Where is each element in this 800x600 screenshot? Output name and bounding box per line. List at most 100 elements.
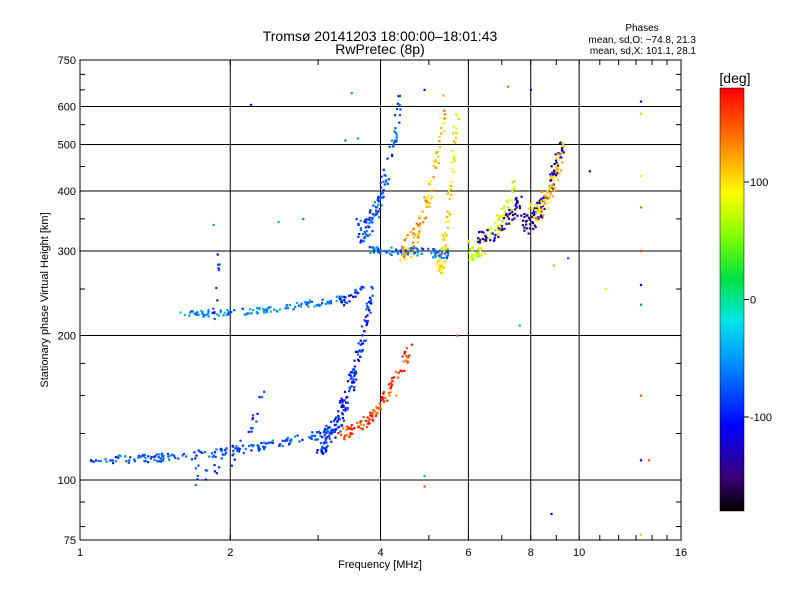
data-point (343, 304, 346, 307)
data-point (340, 433, 343, 436)
data-point (144, 457, 147, 460)
data-point (337, 416, 340, 419)
data-point (343, 299, 346, 302)
data-point (507, 206, 510, 209)
data-point (262, 446, 266, 449)
data-point (379, 408, 382, 411)
data-point (298, 440, 301, 443)
data-point (392, 376, 396, 379)
data-point (353, 426, 356, 430)
data-point (399, 108, 402, 111)
data-point (394, 114, 397, 117)
data-point (308, 299, 311, 302)
data-point (377, 203, 380, 206)
data-point (238, 447, 241, 451)
data-point (322, 431, 325, 434)
data-point (514, 212, 517, 216)
data-point (441, 272, 444, 275)
data-point (293, 435, 296, 438)
data-point (533, 224, 536, 227)
data-point (325, 441, 328, 444)
data-point (362, 286, 365, 289)
data-point (348, 294, 351, 297)
data-point (440, 126, 443, 129)
data-point (388, 394, 391, 397)
data-point (271, 439, 274, 442)
data-point (161, 455, 165, 458)
data-point (388, 145, 391, 148)
data-point (344, 139, 347, 142)
data-point (447, 211, 451, 214)
data-point (233, 458, 236, 461)
data-point (196, 311, 199, 314)
data-point (394, 131, 397, 135)
data-point (224, 451, 228, 454)
data-point (405, 251, 408, 255)
data-point (379, 248, 382, 251)
data-point (512, 185, 516, 188)
data-point (523, 212, 526, 216)
data-point (540, 208, 543, 211)
data-point (555, 156, 558, 159)
data-point (179, 311, 182, 314)
data-point (553, 189, 556, 192)
data-point (365, 321, 369, 324)
data-point (104, 458, 107, 461)
data-point (317, 303, 320, 306)
data-point (213, 464, 216, 467)
data-point (405, 359, 408, 362)
data-point (518, 204, 521, 208)
data-point (546, 190, 549, 193)
data-point (436, 155, 439, 158)
data-point (114, 460, 118, 463)
data-point (403, 238, 407, 241)
data-point (438, 136, 441, 139)
data-point (286, 436, 289, 439)
data-point (523, 216, 526, 219)
data-point (551, 183, 554, 187)
data-point (395, 136, 398, 139)
data-point (379, 252, 382, 255)
data-point (369, 299, 372, 303)
data-point (475, 254, 478, 257)
data-point (194, 312, 197, 315)
data-point (560, 152, 563, 155)
data-point (324, 450, 327, 453)
data-point (92, 460, 95, 463)
data-point (341, 295, 344, 298)
data-point (207, 315, 210, 318)
data-point (536, 219, 539, 222)
data-point (397, 252, 400, 255)
data-point (182, 453, 185, 456)
data-point (147, 461, 150, 464)
data-point (376, 206, 379, 209)
data-point (379, 182, 382, 185)
data-point (535, 207, 539, 210)
data-point (382, 189, 385, 192)
data-point (109, 459, 112, 462)
data-point (316, 449, 319, 452)
data-point (355, 378, 358, 381)
data-point (558, 172, 561, 175)
data-point (515, 206, 518, 209)
data-point (530, 215, 534, 218)
data-point (343, 435, 347, 438)
x-tick-label: 8 (528, 547, 534, 559)
data-point (418, 215, 421, 218)
data-point (357, 342, 360, 345)
data-point (252, 444, 255, 447)
data-point (159, 460, 162, 463)
data-point (371, 287, 374, 290)
data-point (340, 300, 343, 303)
data-point (220, 450, 223, 453)
data-point (532, 227, 535, 231)
data-point (349, 426, 352, 429)
data-point (250, 430, 253, 433)
data-point (195, 454, 198, 457)
data-point (362, 424, 365, 427)
data-point (324, 302, 327, 305)
data-point (553, 171, 556, 174)
data-point (309, 437, 312, 440)
data-point (329, 431, 332, 434)
data-point (430, 197, 433, 200)
